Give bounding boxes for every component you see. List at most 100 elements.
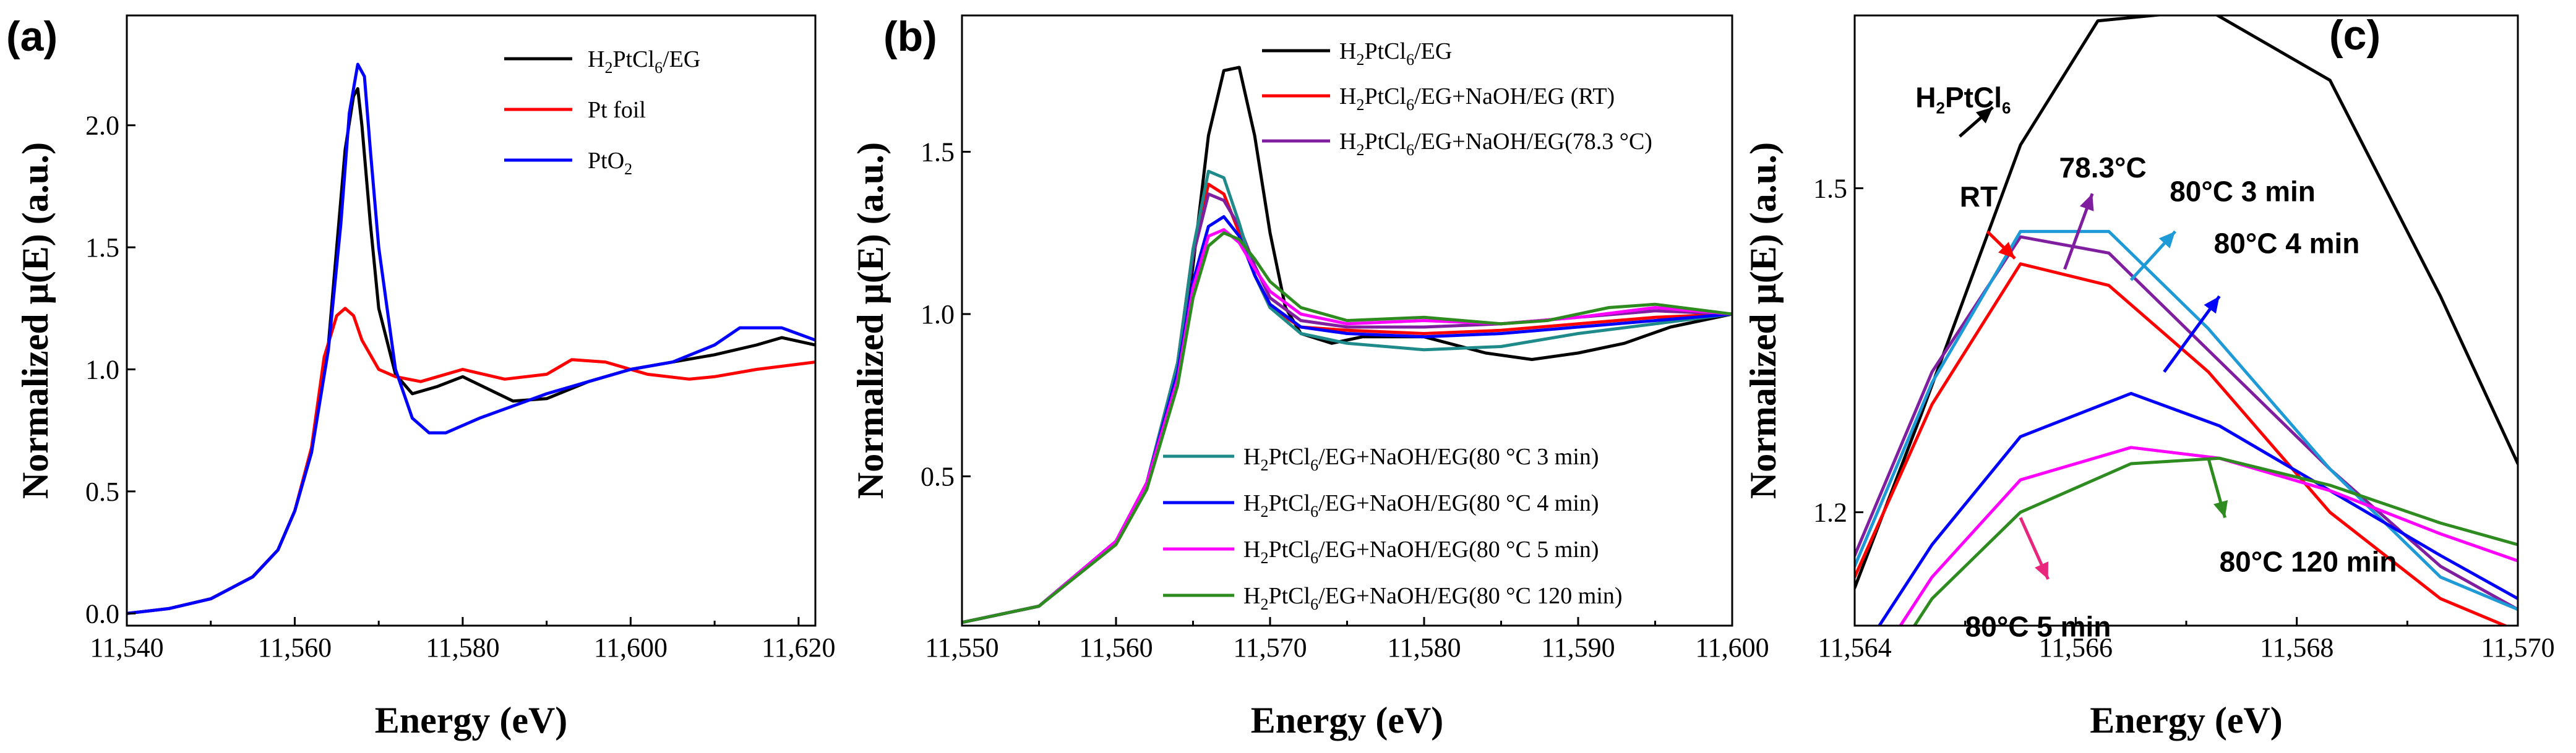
annotation-label: H2PtCl6 [1915, 81, 2011, 117]
panel-c: 11,564 11,566 11,568 11,570 1.2 1.5 Energy (eV… [1743, 12, 2555, 741]
annotation: 80°C 4 min [2163, 227, 2360, 373]
legend-label-part: 2 [1260, 595, 1268, 613]
legend-label-part: PtCl [1268, 537, 1310, 563]
series-line-0 [127, 87, 815, 615]
x-tick-label: 11,600 [594, 632, 668, 663]
legend-label-part: 2 [1356, 51, 1364, 69]
x-tick-label: 11,560 [1079, 632, 1153, 663]
series-line-6 [1912, 456, 2518, 626]
legend-label-part: PtO [588, 148, 624, 174]
x-tick-label: 11,590 [1541, 632, 1615, 663]
annotation: RT [1960, 181, 2016, 260]
legend-label-part: H [1339, 129, 1356, 155]
annotation-arrow-head [1975, 107, 1993, 124]
annotation-label-part: 80°C 5 min [1965, 610, 2111, 642]
annotation-label-part: PtCl [1945, 81, 2002, 113]
y-tick-label: 1.2 [1813, 498, 1847, 528]
legend-label: H2PtCl6/EG [588, 46, 700, 77]
series-line-0 [1855, 15, 2518, 590]
legend-label-part: H [1243, 444, 1260, 470]
legend-label-part: PtCl [1364, 38, 1406, 64]
legend-label-part: /EG+NaOH/EG(80 °C 5 min) [1318, 537, 1599, 563]
series-line-2 [127, 62, 815, 615]
legend-label-part: 6 [1310, 595, 1318, 613]
annotation-label: 80°C 3 min [2170, 175, 2316, 207]
series-line-5 [1898, 446, 2518, 626]
x-axis-title: Energy (eV) [2090, 700, 2283, 741]
legend-label-part: 6 [1406, 96, 1414, 114]
x-tick-label: 11,600 [1695, 632, 1769, 663]
series-line-1 [1855, 262, 2509, 626]
legend-label-part: 2 [1260, 503, 1268, 521]
annotation-label-part: 80°C 4 min [2214, 227, 2360, 259]
annotation-arrow-head [1998, 242, 2016, 259]
annotation-label: RT [1960, 181, 1998, 213]
x-axis-title: Energy (eV) [1251, 700, 1444, 741]
legend-label-part: 6 [1406, 141, 1414, 159]
series-line-3 [1855, 229, 2518, 611]
annotation-label-part: RT [1960, 181, 1998, 213]
legend-label: H2PtCl6/EG+NaOH/EG(80 °C 3 min) [1243, 444, 1599, 474]
legend-label-part: 6 [1310, 549, 1318, 567]
panel-label: (a) [6, 13, 58, 60]
series-line-2 [1855, 235, 2518, 611]
legend-label-part: 6 [1310, 456, 1318, 474]
legend-label-part: 2 [1260, 549, 1268, 567]
annotation-label: 78.3°C [2059, 151, 2147, 184]
legend-label-part: H [1339, 83, 1356, 109]
legend-label-part: /EG+NaOH/EG(80 °C 4 min) [1318, 490, 1599, 516]
legend-label: Pt foil [588, 97, 646, 123]
annotation-label-part: 78.3°C [2059, 151, 2147, 184]
series-group [1855, 15, 2518, 626]
legend-label-part: 2 [1260, 456, 1268, 474]
annotation: 80°C 120 min [2207, 457, 2397, 578]
legend-label-part: H [1339, 38, 1356, 64]
x-tick-label: 11,580 [426, 632, 499, 663]
legend-label-part: /EG+NaOH/EG (RT) [1414, 83, 1615, 109]
legend-label-part: H [1243, 583, 1260, 609]
annotation-label-part: 80°C 120 min [2220, 546, 2397, 578]
legend-label-part: H [588, 46, 604, 72]
x-tick-label: 11,568 [2260, 632, 2333, 663]
y-tick-label: 2.0 [85, 111, 119, 141]
annotation-label-part: 80°C 3 min [2170, 175, 2316, 207]
plot-frame [126, 14, 817, 627]
legend-label-part: 6 [655, 59, 663, 77]
legend-label-part: 2 [604, 59, 612, 77]
annotation-arrow-head [2035, 561, 2048, 579]
legend-label-part: /EG [1414, 38, 1452, 64]
annotation-label: 80°C 120 min [2220, 546, 2397, 578]
x-tick-label: 11,580 [1387, 632, 1461, 663]
legend-label-part: /EG [663, 46, 700, 72]
legend-label-part: /EG+NaOH/EG(78.3 °C) [1414, 129, 1652, 155]
legend-label-part: H [1243, 490, 1260, 516]
panel-a: 11,540 11,560 11,580 11,600 11,620 0.0 0.5 1.0 1… [6, 13, 836, 741]
legend-label: H2PtCl6/EG+NaOH/EG(78.3 °C) [1339, 129, 1652, 159]
legend-label-part: 6 [1406, 51, 1414, 69]
series-group [127, 62, 815, 615]
x-axis-title: Energy (eV) [375, 700, 568, 741]
x-tick-label: 11,560 [258, 632, 332, 663]
legend-label-part: H [1243, 537, 1260, 563]
y-tick-label: 1.5 [85, 232, 119, 263]
y-axis-title: Normalized μ(E) (a.u.) [1743, 142, 1784, 499]
y-tick-label: 0.5 [921, 462, 955, 492]
legend-label: H2PtCl6/EG+NaOH/EG(80 °C 5 min) [1243, 537, 1599, 567]
x-tick-label: 11,620 [762, 632, 835, 663]
panel-label: (b) [883, 13, 937, 60]
x-tick-label: 11,570 [2481, 632, 2554, 663]
legend-label-part: /EG+NaOH/EG(80 °C 120 min) [1318, 583, 1623, 609]
annotation-label: 80°C 4 min [2214, 227, 2360, 259]
y-tick-label: 1.0 [85, 354, 119, 385]
panel-label: (c) [2329, 12, 2381, 59]
legend-label-part: PtCl [1268, 444, 1310, 470]
annotation-arrow-head [2213, 500, 2228, 518]
legend-label-part: PtCl [612, 46, 655, 72]
annotation-arrow-head [2158, 231, 2176, 249]
y-tick-label: 0.5 [85, 477, 119, 507]
annotation-label-part: 6 [2002, 98, 2011, 117]
legend-label-part: PtCl [1364, 129, 1406, 155]
x-tick-label: 11,540 [90, 632, 163, 663]
series-line-5 [962, 228, 1732, 624]
legend-label: H2PtCl6/EG [1339, 38, 1452, 69]
